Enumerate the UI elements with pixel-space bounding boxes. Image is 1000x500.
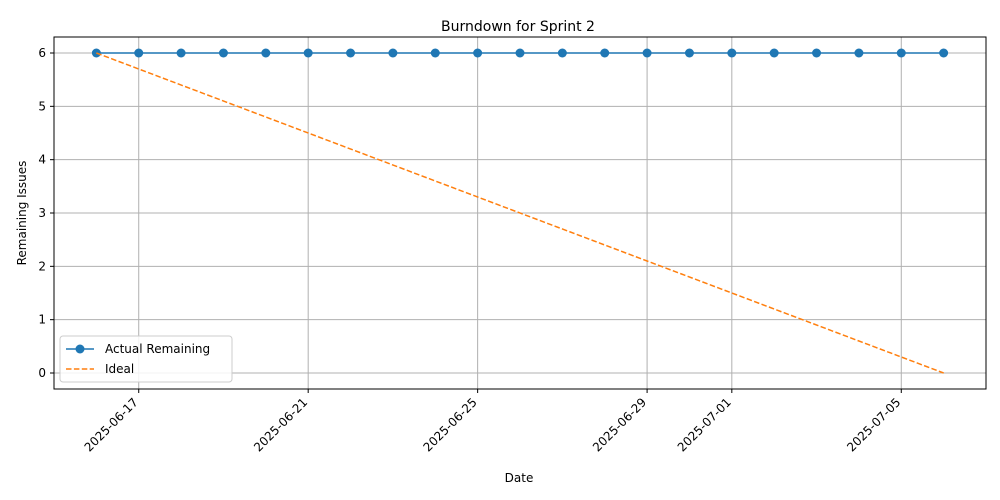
data-point (600, 48, 610, 58)
series-layer (91, 48, 949, 374)
y-tick-label: 4 (38, 153, 46, 167)
x-axis-ticks: 2025-06-17 2025-06-21 2025-06-25 2025-06-29… (82, 389, 903, 454)
data-point (769, 48, 779, 58)
y-tick-label: 0 (38, 366, 46, 380)
x-tick-label: 2025-07-01 (675, 395, 734, 454)
data-point (557, 48, 567, 58)
data-point (218, 48, 228, 58)
y-axis-label: Remaining Issues (15, 161, 29, 266)
y-tick-label: 1 (38, 313, 46, 327)
y-tick-label: 2 (38, 259, 46, 273)
x-tick-label: 2025-06-17 (82, 395, 141, 454)
data-point (473, 48, 483, 58)
data-point (303, 48, 313, 58)
x-axis-label: Date (505, 471, 534, 485)
data-point (684, 48, 694, 58)
y-tick-label: 5 (38, 99, 46, 113)
data-point (727, 48, 737, 58)
data-point (430, 48, 440, 58)
data-point (176, 48, 186, 58)
y-tick-label: 6 (38, 46, 46, 60)
x-tick-label: 2025-07-05 (844, 395, 903, 454)
data-point (515, 48, 525, 58)
legend-box (59, 335, 233, 383)
legend-entry-label: Actual Remaining (105, 342, 210, 356)
data-point (854, 48, 864, 58)
legend: Actual Remaining Ideal (59, 335, 233, 383)
data-point (896, 48, 906, 58)
series-2 (96, 52, 944, 374)
data-point (939, 48, 949, 58)
x-tick-label: 2025-06-21 (251, 395, 310, 454)
x-tick-label: 2025-06-25 (421, 395, 480, 454)
data-point (261, 48, 271, 58)
legend-marker (75, 344, 85, 354)
data-point (134, 48, 144, 58)
data-point (388, 48, 398, 58)
x-tick-label: 2025-06-29 (590, 395, 649, 454)
series-1 (91, 48, 949, 58)
grid-lines (54, 37, 986, 389)
legend-entry-label: Ideal (105, 362, 134, 376)
data-point (812, 48, 822, 58)
data-point (346, 48, 356, 58)
data-point (642, 48, 652, 58)
y-axis-ticks: 0 1 2 3 4 5 6 (38, 46, 54, 380)
y-tick-label: 3 (38, 206, 46, 220)
series-line (96, 52, 944, 374)
chart-title: Burndown for Sprint 2 (441, 19, 595, 35)
